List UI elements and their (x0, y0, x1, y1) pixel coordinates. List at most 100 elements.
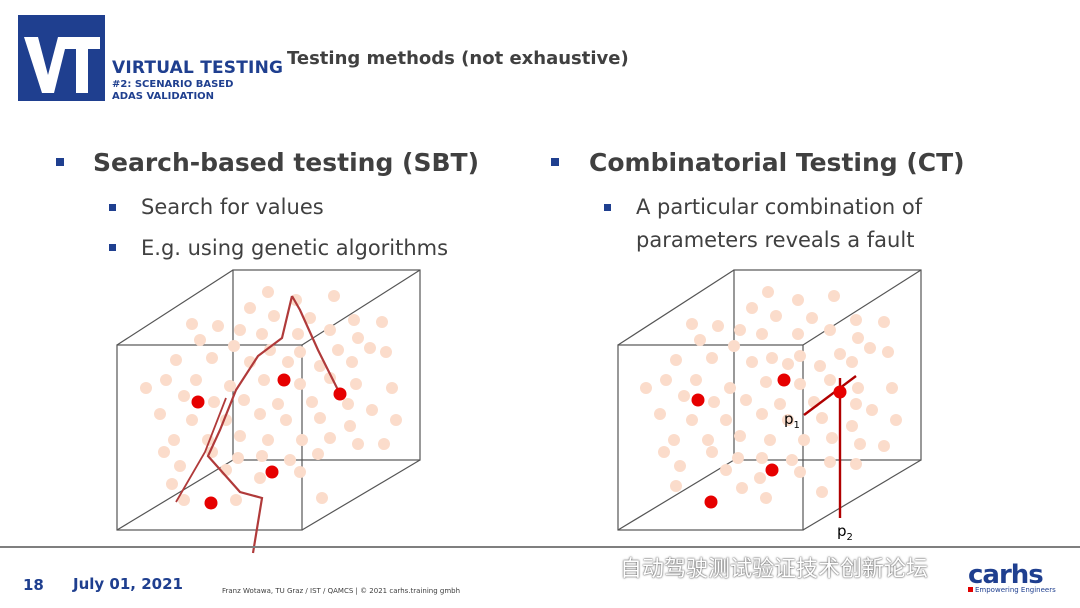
sample-point (824, 324, 836, 336)
sample-point (262, 286, 274, 298)
sbt-bullet-1: Search for values (141, 195, 324, 219)
vt-logo (18, 15, 105, 101)
sample-point (690, 374, 702, 386)
sample-point (670, 480, 682, 492)
sample-point (886, 382, 898, 394)
sample-point (660, 374, 672, 386)
ct-label-p1: p1 (784, 410, 800, 431)
sample-point (256, 450, 268, 462)
sample-point (178, 390, 190, 402)
carhs-tagline: Empowering Engineers (975, 586, 1056, 594)
fault-point (191, 395, 205, 409)
sample-point (826, 432, 838, 444)
ct-bullet-line-2: parameters reveals a fault (636, 228, 915, 252)
ct-p1-axis (803, 375, 857, 416)
sample-point (806, 312, 818, 324)
sample-point (168, 434, 180, 446)
sample-point (208, 396, 220, 408)
sample-point (314, 412, 326, 424)
sample-point (280, 414, 292, 426)
sample-point (228, 340, 240, 352)
sample-point (756, 452, 768, 464)
sample-point (312, 448, 324, 460)
sample-point (158, 446, 170, 458)
sample-point (878, 316, 890, 328)
sample-point (272, 398, 284, 410)
sample-point (782, 414, 794, 426)
sample-point (386, 382, 398, 394)
sample-point (380, 346, 392, 358)
sample-point (244, 302, 256, 314)
fault-point (704, 495, 718, 509)
sample-point (766, 352, 778, 364)
vt-logo-mark (24, 37, 100, 93)
sample-point (678, 390, 690, 402)
fault-point (777, 373, 791, 387)
sample-point (254, 472, 266, 484)
sample-point (736, 482, 748, 494)
sample-point (352, 332, 364, 344)
sample-point (782, 358, 794, 370)
sample-point (798, 434, 810, 446)
sample-point (352, 438, 364, 450)
sbt-heading: Search-based testing (SBT) (93, 148, 480, 177)
sample-point (846, 420, 858, 432)
bullet-square-icon (109, 244, 116, 251)
sample-point (706, 446, 718, 458)
sample-point (854, 438, 866, 450)
sample-point (794, 378, 806, 390)
sample-point (258, 374, 270, 386)
sample-point (756, 408, 768, 420)
sample-point (770, 310, 782, 322)
sample-point (344, 420, 356, 432)
sample-point (256, 328, 268, 340)
sample-point (268, 310, 280, 322)
sample-point (366, 404, 378, 416)
sample-point (212, 320, 224, 332)
slide-title: Testing methods (not exhaustive) (287, 48, 629, 69)
sample-point (238, 394, 250, 406)
sample-point (754, 472, 766, 484)
sample-point (234, 324, 246, 336)
sample-point (328, 290, 340, 302)
sample-point (160, 374, 172, 386)
sample-point (306, 396, 318, 408)
sbt-bullet-2: E.g. using genetic algorithms (141, 236, 449, 260)
fault-point (277, 373, 291, 387)
sbt-sample-points (140, 286, 402, 506)
sample-point (792, 328, 804, 340)
bullet-square-icon (56, 158, 64, 166)
fault-point (691, 393, 705, 407)
sample-point (294, 378, 306, 390)
sample-point (264, 344, 276, 356)
sample-point (206, 352, 218, 364)
sample-point (824, 374, 836, 386)
fault-point (204, 496, 218, 510)
sample-point (882, 346, 894, 358)
footer-divider (0, 546, 1080, 548)
sample-point (720, 414, 732, 426)
sample-point (824, 456, 836, 468)
sbt-search-path-branch (291, 295, 341, 395)
fault-point (833, 385, 847, 399)
sample-point (292, 328, 304, 340)
sbt-fault-points (191, 373, 347, 510)
sample-point (174, 460, 186, 472)
sample-point (232, 452, 244, 464)
sample-point (670, 354, 682, 366)
sample-point (378, 438, 390, 450)
sample-point (708, 396, 720, 408)
logo-subtitle-line-2: ADAS VALIDATION (112, 91, 215, 102)
sample-point (816, 412, 828, 424)
sample-point (654, 408, 666, 420)
sample-point (866, 404, 878, 416)
sample-point (828, 290, 840, 302)
sample-point (686, 318, 698, 330)
logo-title: VIRTUAL TESTING (112, 58, 284, 78)
sample-point (702, 434, 714, 446)
sample-point (764, 434, 776, 446)
sample-point (712, 320, 724, 332)
sample-point (852, 332, 864, 344)
sample-point (364, 342, 376, 354)
